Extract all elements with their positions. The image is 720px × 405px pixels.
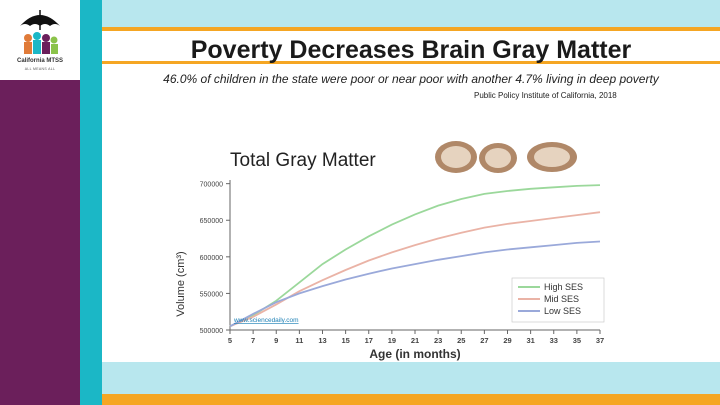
x-tick-label: 27 xyxy=(480,336,488,345)
x-tick-label: 11 xyxy=(295,336,303,345)
source-citation: Public Policy Institute of California, 2… xyxy=(474,91,617,100)
legend: High SES Mid SES Low SES xyxy=(511,277,605,323)
teal-strip xyxy=(80,0,102,405)
x-tick-label: 25 xyxy=(457,336,465,345)
series-line-high-ses xyxy=(229,184,601,328)
brain-icon xyxy=(435,141,577,173)
x-tick-label: 9 xyxy=(274,336,278,345)
subtitle: 46.0% of children in the state were poor… xyxy=(163,72,659,86)
x-tick-label: 23 xyxy=(434,336,442,345)
x-tick-label: 35 xyxy=(573,336,581,345)
title-band xyxy=(102,27,720,64)
x-tick-label: 21 xyxy=(411,336,419,345)
bottom-orange-band xyxy=(102,394,720,405)
x-tick-label: 7 xyxy=(251,336,255,345)
x-tick-label: 15 xyxy=(341,336,349,345)
x-tick-label: 31 xyxy=(526,336,534,345)
page-title: Poverty Decreases Brain Gray Matter xyxy=(190,36,632,64)
x-axis-label: Age (in months) xyxy=(369,347,460,361)
bottom-band xyxy=(102,362,720,394)
top-band xyxy=(102,0,720,27)
x-tick-label: 5 xyxy=(228,336,232,345)
x-tick-label: 13 xyxy=(318,336,326,345)
y-tick-label: 500000 xyxy=(200,328,223,335)
y-tick-label: 650000 xyxy=(200,218,223,225)
gray-matter-chart: Total Gray Matter Volume (cm³) Age (in m… xyxy=(172,134,608,362)
x-tick-label: 19 xyxy=(388,336,396,345)
y-tick-label: 700000 xyxy=(200,182,223,189)
logo-tagline: ALL MEANS ALL xyxy=(24,67,56,71)
y-tick-label: 550000 xyxy=(200,291,223,298)
x-tick-label: 17 xyxy=(365,336,373,345)
x-tick-label: 37 xyxy=(596,336,604,345)
logo: California MTSS ALL MEANS ALL xyxy=(0,0,80,80)
legend-label: Low SES xyxy=(544,306,581,316)
y-tick-label: 600000 xyxy=(200,255,223,262)
legend-label: Mid SES xyxy=(544,294,579,304)
y-axis-label: Volume (cm³) xyxy=(175,251,187,316)
chart-title: Total Gray Matter xyxy=(230,150,376,171)
umbrella-family-icon xyxy=(20,10,60,54)
watermark: www.sciencedaily.com xyxy=(233,317,299,324)
logo-name: California MTSS xyxy=(16,58,63,64)
series-line-low-ses xyxy=(229,240,601,328)
x-tick-label: 29 xyxy=(503,336,511,345)
legend-label: High SES xyxy=(544,282,583,292)
x-tick-label: 33 xyxy=(550,336,558,345)
